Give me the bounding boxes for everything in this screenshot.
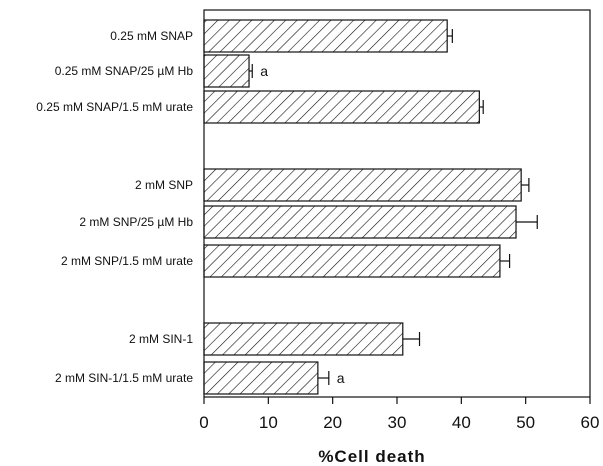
x-tick-label: 30 [388, 413, 407, 432]
bar [203, 205, 517, 239]
x-tick-label: 0 [199, 413, 208, 432]
bar [203, 244, 501, 278]
category-label: 2 mM SIN-1/1.5 mM urate [55, 371, 193, 385]
category-label: 0.25 mM SNAP [110, 29, 193, 43]
x-axis-title: %Cell death [318, 447, 425, 466]
bar [203, 90, 480, 124]
bar [203, 361, 319, 395]
bar [203, 168, 522, 202]
bar [203, 322, 404, 356]
bar-annotation: a [260, 63, 268, 79]
x-axis: 0 10 20 30 40 50 60 [199, 397, 599, 432]
category-labels: 0.25 mM SNAP 0.25 mM SNAP/25 µM Hb 0.25 mM… [36, 29, 193, 385]
bar [203, 19, 448, 53]
x-tick-label: 20 [323, 413, 342, 432]
x-tick-label: 50 [516, 413, 535, 432]
bar [203, 54, 250, 88]
x-tick-label: 10 [259, 413, 278, 432]
bars-layer: aa [203, 19, 538, 395]
category-label: 0.25 mM SNAP/1.5 mM urate [36, 100, 193, 114]
category-label: 0.25 mM SNAP/25 µM Hb [55, 64, 194, 78]
category-label: 2 mM SNP [135, 178, 193, 192]
category-label: 2 mM SNP/25 µM Hb [79, 215, 193, 229]
category-label: 2 mM SNP/1.5 mM urate [61, 254, 193, 268]
x-tick-label: 40 [452, 413, 471, 432]
category-label: 2 mM SIN-1 [129, 332, 193, 346]
bar-annotation: a [337, 370, 345, 386]
x-tick-label: 60 [581, 413, 600, 432]
plot-frame [203, 9, 591, 398]
